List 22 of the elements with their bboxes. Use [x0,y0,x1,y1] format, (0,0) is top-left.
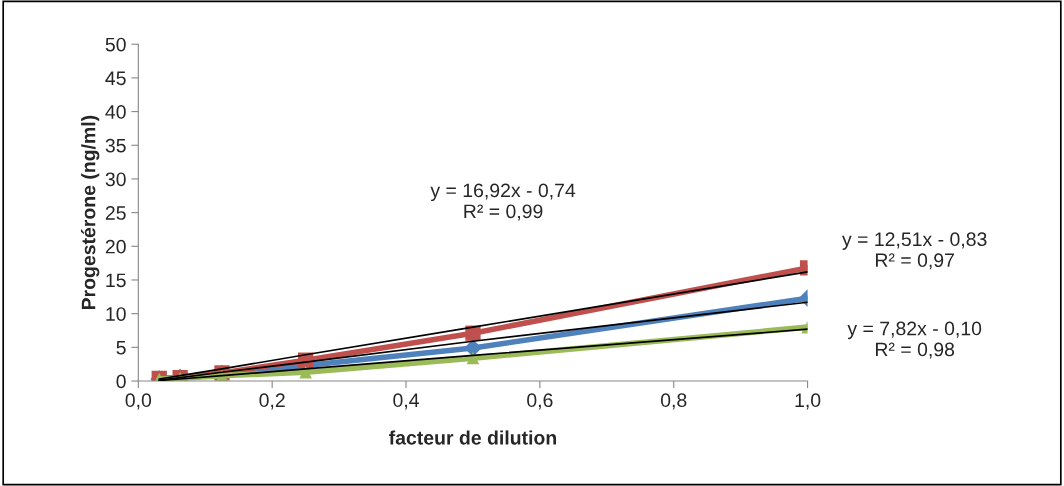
y-tick-label: 30 [105,172,126,187]
x-tick-label: 0,8 [660,393,687,410]
text: y = 7,82x - 0,10 R² = 0,98 [847,321,982,359]
y-tick-label: 0 [116,374,126,389]
text: y = 12,51x - 0,83 R² = 0,97 [842,232,987,270]
annotation: y = 16,92x - 0,74 R² = 0,99 [430,183,576,221]
y-tick-label: 40 [105,105,126,119]
y-tick-label: 20 [105,239,126,254]
y-tick-label: 50 [105,37,126,52]
x-axis-title: facteur de dilution [389,430,557,445]
y-tick-label: 35 [105,138,126,153]
x-tick-label: 0,0 [125,393,152,410]
x-tick-label: 0,6 [527,393,553,410]
y-tick-label: 10 [106,307,126,321]
x-tick-label: 0,2 [259,393,285,410]
y-tick-label: 5 [116,341,126,355]
x-tick-label: 0,4 [393,393,419,410]
y-tick-label: 25 [105,206,126,220]
y-axis-title: Progestérone (ng/ml) [80,115,100,310]
y-tick-label: 45 [105,71,126,86]
y-tick-label: 15 [106,273,126,288]
x-tick-label: 1,0 [795,393,821,410]
